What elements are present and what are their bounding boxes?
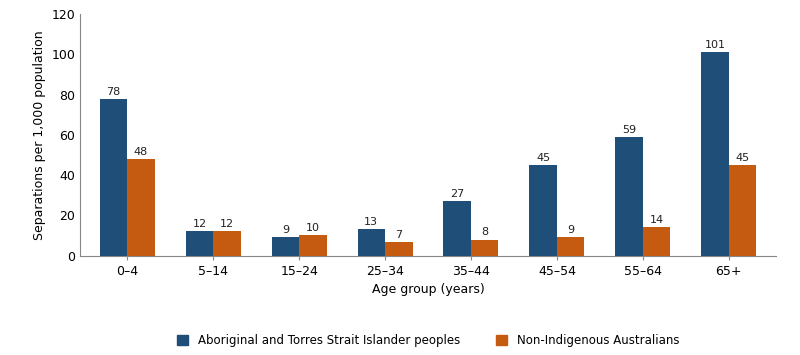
Bar (272, 237, 299, 256)
Bar (729, 165, 756, 256)
Text: 7: 7 (395, 229, 402, 240)
Text: 9: 9 (567, 225, 574, 235)
Bar (385, 241, 413, 256)
Text: 14: 14 (650, 215, 664, 225)
Text: 8: 8 (481, 228, 488, 237)
Legend: Aboriginal and Torres Strait Islander peoples, Non-Indigenous Australians: Aboriginal and Torres Strait Islander pe… (177, 334, 679, 347)
Text: 12: 12 (220, 219, 234, 229)
Y-axis label: Separations per 1,000 population: Separations per 1,000 population (33, 30, 46, 240)
Text: 13: 13 (364, 217, 378, 228)
Text: 101: 101 (705, 40, 726, 50)
Text: 48: 48 (134, 147, 148, 157)
Text: 9: 9 (282, 225, 289, 235)
Text: 59: 59 (622, 125, 636, 135)
Text: 45: 45 (735, 153, 750, 163)
Bar (530, 165, 557, 256)
Bar (127, 159, 154, 256)
Bar (643, 228, 670, 256)
Text: 27: 27 (450, 189, 464, 199)
Bar (100, 99, 127, 256)
Bar (186, 231, 213, 256)
Text: 10: 10 (306, 223, 320, 234)
Bar (213, 231, 241, 256)
Bar (471, 240, 498, 256)
Bar (358, 229, 385, 256)
Text: 45: 45 (536, 153, 550, 163)
X-axis label: Age group (years): Age group (years) (372, 283, 484, 296)
Text: 12: 12 (192, 219, 206, 229)
Bar (557, 237, 584, 256)
Bar (443, 201, 471, 256)
Bar (702, 53, 729, 256)
Bar (299, 235, 326, 256)
Bar (615, 137, 643, 256)
Text: 78: 78 (106, 87, 121, 97)
